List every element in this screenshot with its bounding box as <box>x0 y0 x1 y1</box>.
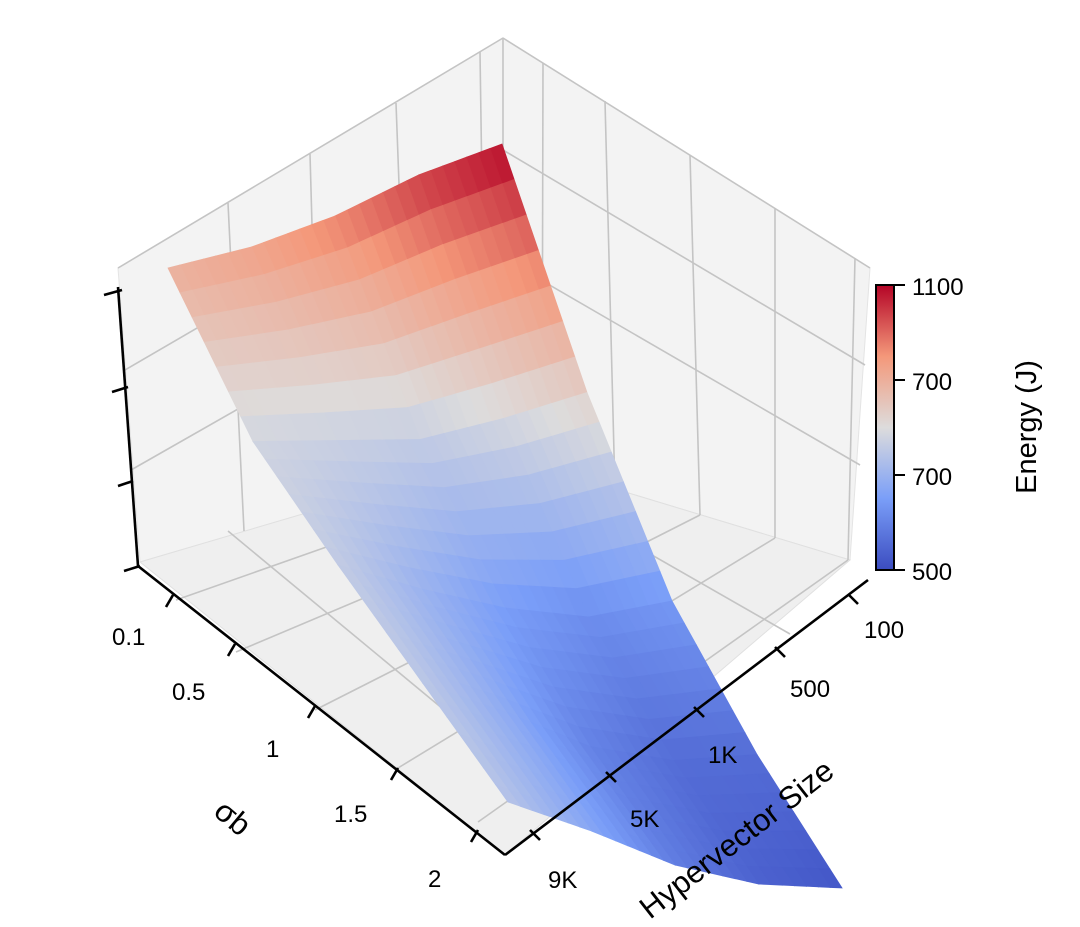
y-tick-label-5: 9K <box>548 867 577 894</box>
x-tick-3 <box>306 705 317 719</box>
tick-marks <box>103 288 859 843</box>
z-tick-4 <box>123 564 141 573</box>
y-tick-labels: 100 500 1K 5K 9K <box>548 617 904 894</box>
colorbar-tick-label-2: 700 <box>912 369 952 396</box>
colorbar: 1100 700 700 500 Energy (J) <box>875 274 1043 586</box>
z-tick-3 <box>117 479 134 488</box>
colorbar-gradient <box>875 284 895 571</box>
colorbar-tick-label-1: 1100 <box>912 274 964 301</box>
y-tick-label-1: 100 <box>864 617 904 644</box>
x-tick-label-4: 1.5 <box>334 801 367 828</box>
y-tick-label-4: 5K <box>630 806 659 833</box>
y-tick-5 <box>529 829 541 841</box>
energy-surface <box>167 143 843 889</box>
y-tick-3 <box>693 706 705 718</box>
x-axis-line <box>137 564 506 857</box>
y-tick-label-2: 500 <box>790 676 830 703</box>
colorbar-title: Energy (J) <box>1011 360 1043 494</box>
y-tick-1 <box>847 593 859 605</box>
y-tick-4 <box>605 771 617 783</box>
x-tick-2 <box>226 643 237 657</box>
axis-lines <box>116 286 869 857</box>
z-tick-2 <box>111 385 129 394</box>
z-axis-line <box>116 286 140 567</box>
x-tick-label-5: 2 <box>428 866 441 893</box>
y-tick-label-3: 1K <box>708 742 737 769</box>
x-tick-label-1: 0.1 <box>112 624 145 651</box>
colorbar-tick-label-3: 700 <box>912 464 952 491</box>
x-tick-4 <box>389 767 400 781</box>
surface-cell <box>494 784 521 807</box>
z-tick-1 <box>103 288 123 297</box>
x-tick-label-3: 1 <box>266 736 279 763</box>
y-axis-line <box>504 578 869 857</box>
x-axis-title: σb <box>208 793 258 843</box>
x-tick-labels: 0.1 0.5 1 1.5 2 <box>112 624 441 893</box>
x-tick-label-2: 0.5 <box>172 679 205 706</box>
colorbar-tick-label-4: 500 <box>912 559 952 586</box>
x-tick-1 <box>164 594 175 608</box>
x-tick-5 <box>469 829 480 843</box>
y-tick-2 <box>774 646 786 658</box>
